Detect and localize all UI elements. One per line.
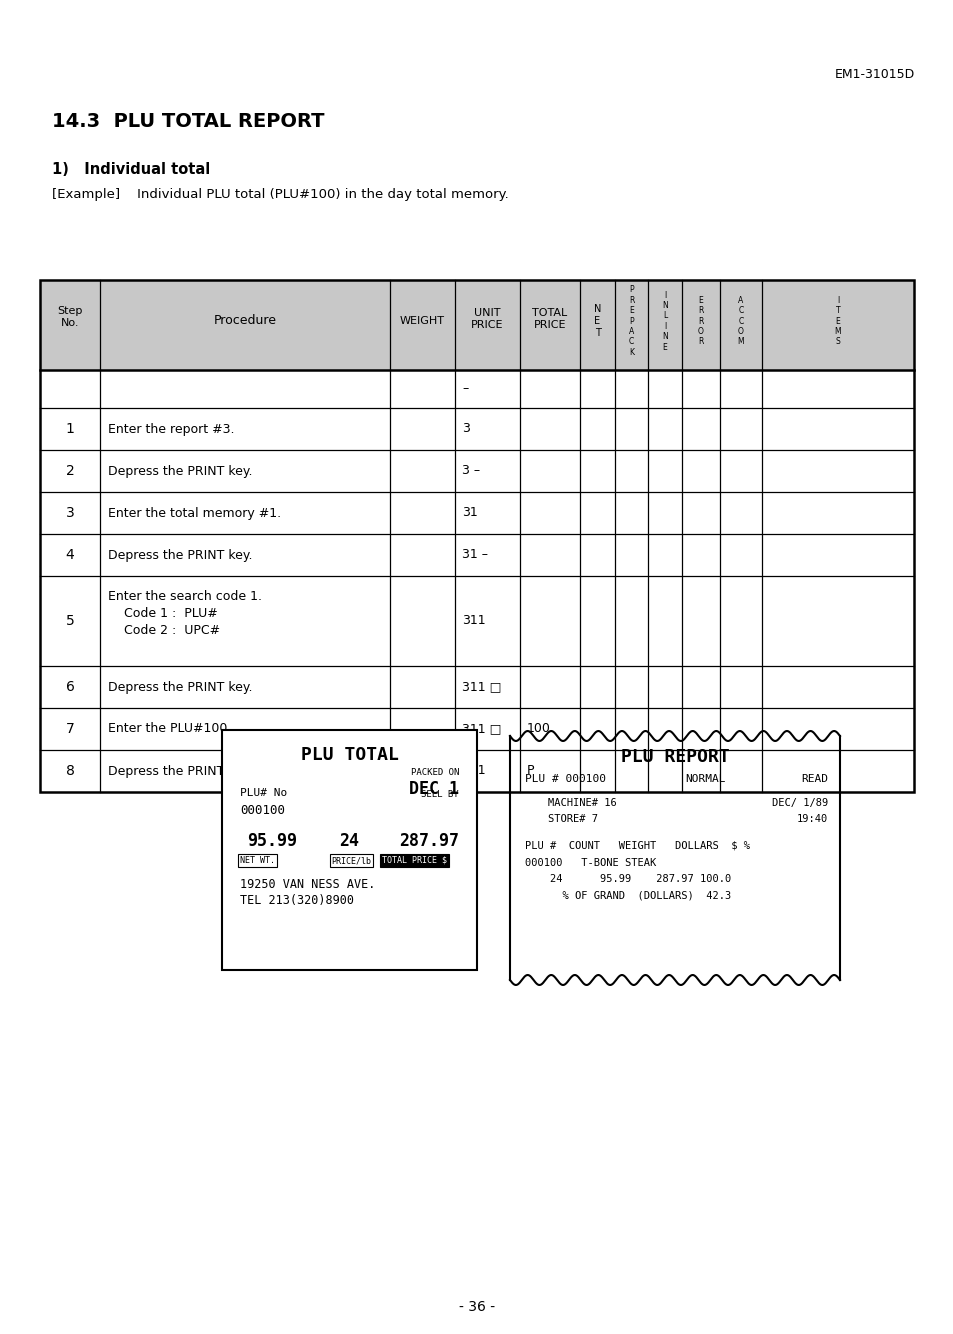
Text: 311: 311 [461, 764, 485, 778]
Text: Depress the PRINT key.: Depress the PRINT key. [108, 548, 253, 562]
Text: Depress the PRINT key.: Depress the PRINT key. [108, 764, 253, 778]
Text: 000100: 000100 [240, 804, 285, 816]
Text: NORMAL: NORMAL [684, 774, 724, 784]
Text: Step
No.: Step No. [57, 307, 83, 328]
Text: PLU #  COUNT   WEIGHT   DOLLARS  $ %: PLU # COUNT WEIGHT DOLLARS $ % [524, 840, 749, 851]
Text: 3: 3 [461, 423, 470, 435]
Text: 000100   T-BONE STEAK: 000100 T-BONE STEAK [524, 858, 656, 868]
Text: 95.99: 95.99 [247, 832, 296, 850]
Bar [222, 730, 476, 970]
Text: 5: 5 [66, 614, 74, 628]
Text: DEC 1: DEC 1 [409, 780, 458, 798]
Text: SELL BY: SELL BY [421, 790, 458, 799]
Text: % OF GRAND  (DOLLARS)  42.3: % OF GRAND (DOLLARS) 42.3 [524, 890, 731, 900]
Text: [Example]    Individual PLU total (PLU#100) in the day total memory.: [Example] Individual PLU total (PLU#100)… [52, 188, 508, 201]
Text: 1: 1 [66, 422, 74, 436]
Text: DEC/ 1/89: DEC/ 1/89 [771, 798, 827, 808]
Text: Enter the report #3.: Enter the report #3. [108, 423, 234, 435]
Text: Code 2 :  UPC#: Code 2 : UPC# [108, 624, 220, 638]
Text: –: – [461, 383, 468, 395]
Text: P
R
E
P
A
C
K: P R E P A C K [628, 285, 634, 356]
Text: 19250 VAN NESS AVE.: 19250 VAN NESS AVE. [240, 878, 375, 891]
Text: TOTAL PRICE $: TOTAL PRICE $ [381, 856, 447, 864]
Bar [40, 280, 913, 792]
Text: 287.97: 287.97 [398, 832, 458, 850]
Text: PLU REPORT: PLU REPORT [620, 748, 729, 766]
Text: 7: 7 [66, 722, 74, 736]
Text: 2: 2 [66, 464, 74, 478]
Text: PRICE/lb: PRICE/lb [331, 856, 371, 864]
Text: N
E
T: N E T [593, 304, 600, 338]
Text: 19:40: 19:40 [796, 814, 827, 824]
Text: P: P [526, 764, 534, 778]
Text: 4: 4 [66, 548, 74, 562]
Text: TOTAL
PRICE: TOTAL PRICE [532, 308, 567, 329]
Text: 3: 3 [66, 506, 74, 520]
Text: PLU # 000100: PLU # 000100 [524, 774, 605, 784]
Text: UNIT
PRICE: UNIT PRICE [471, 308, 503, 329]
Text: 311: 311 [461, 615, 485, 627]
Text: 100: 100 [526, 723, 550, 735]
Text: 8: 8 [66, 764, 74, 778]
Text: - 36 -: - 36 - [458, 1301, 495, 1314]
Text: MACHINE# 16: MACHINE# 16 [547, 798, 616, 808]
Text: PLU# No: PLU# No [240, 788, 287, 798]
Text: I
N
L
I
N
E: I N L I N E [661, 291, 667, 351]
Text: Enter the total memory #1.: Enter the total memory #1. [108, 507, 281, 519]
Text: 1)   Individual total: 1) Individual total [52, 161, 210, 177]
Text: Code 1 :  PLU#: Code 1 : PLU# [108, 607, 217, 620]
Text: Procedure: Procedure [213, 315, 276, 328]
Text: 31 –: 31 – [461, 548, 488, 562]
Text: 31: 31 [461, 507, 477, 519]
Bar [40, 280, 913, 370]
Text: 6: 6 [66, 680, 74, 694]
Text: TEL 213(320)8900: TEL 213(320)8900 [240, 894, 354, 907]
Text: 311 □: 311 □ [461, 723, 501, 735]
Text: 311 □: 311 □ [461, 680, 501, 694]
Text: A
C
C
O
M: A C C O M [737, 296, 743, 347]
Text: 24: 24 [339, 832, 359, 850]
Text: STORE# 7: STORE# 7 [547, 814, 598, 824]
Text: PACKED ON: PACKED ON [410, 768, 458, 776]
Text: 14.3  PLU TOTAL REPORT: 14.3 PLU TOTAL REPORT [52, 112, 324, 131]
Text: 24      95.99    287.97 100.0: 24 95.99 287.97 100.0 [524, 874, 731, 884]
Text: WEIGHT: WEIGHT [399, 316, 444, 325]
Text: READ: READ [801, 774, 827, 784]
Text: EM1-31015D: EM1-31015D [834, 68, 914, 81]
Text: I
T
E
M
S: I T E M S [834, 296, 841, 347]
Text: E
R
R
O
R: E R R O R [698, 296, 703, 347]
Text: 3 –: 3 – [461, 464, 479, 478]
Text: PLU TOTAL: PLU TOTAL [300, 746, 398, 764]
Text: Depress the PRINT key.: Depress the PRINT key. [108, 464, 253, 478]
Text: Depress the PRINT key.: Depress the PRINT key. [108, 680, 253, 694]
Text: Enter the search code 1.: Enter the search code 1. [108, 590, 262, 603]
Text: NET WT.: NET WT. [240, 856, 274, 864]
Text: Enter the PLU#100.: Enter the PLU#100. [108, 723, 232, 735]
